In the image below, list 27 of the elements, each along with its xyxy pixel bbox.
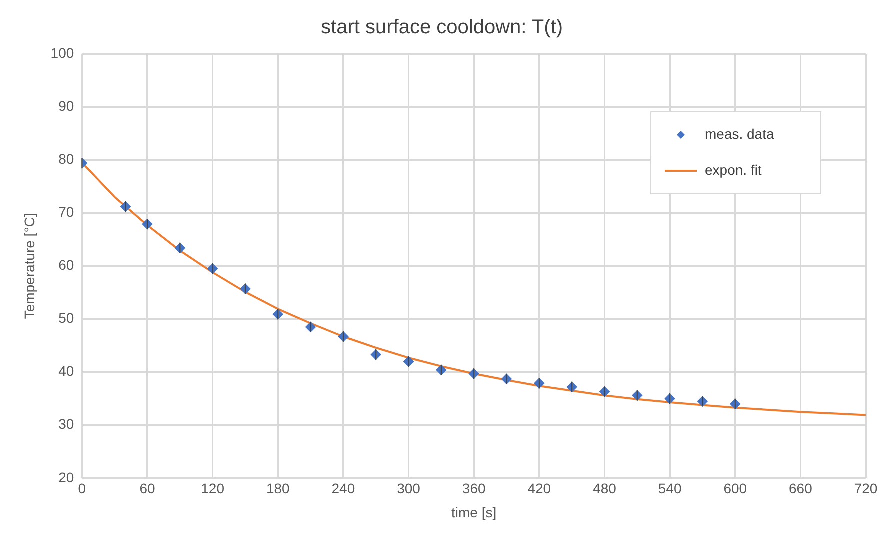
chart-title: start surface cooldown: T(t) bbox=[321, 16, 563, 39]
x-tick-label: 120 bbox=[201, 480, 225, 497]
y-tick-label: 70 bbox=[58, 204, 74, 220]
y-tick-label: 80 bbox=[58, 150, 74, 167]
y-axis-title: Temperature [°C] bbox=[21, 213, 38, 320]
x-tick-label: 60 bbox=[140, 480, 156, 497]
y-tick-label: 90 bbox=[58, 98, 74, 114]
x-tick-label: 300 bbox=[397, 480, 421, 497]
x-tick-label: 360 bbox=[462, 480, 486, 497]
x-tick-label: 600 bbox=[724, 480, 748, 497]
x-tick-label: 0 bbox=[78, 480, 86, 497]
x-tick-label: 540 bbox=[658, 480, 682, 497]
y-tick-label: 60 bbox=[58, 257, 74, 274]
x-axis-title: time [s] bbox=[452, 504, 497, 520]
x-tick-label: 180 bbox=[266, 480, 290, 497]
y-tick-label: 40 bbox=[58, 363, 74, 380]
y-tick-label: 50 bbox=[58, 310, 74, 326]
x-tick-label: 420 bbox=[528, 480, 552, 497]
y-tick-label: 30 bbox=[58, 416, 74, 432]
x-tick-label: 720 bbox=[854, 480, 878, 497]
legend-label: meas. data bbox=[705, 126, 774, 142]
x-tick-label: 480 bbox=[593, 480, 617, 497]
y-tick-label: 100 bbox=[50, 44, 74, 61]
x-tick-label: 240 bbox=[332, 480, 356, 497]
x-tick-label: 660 bbox=[789, 480, 813, 497]
y-tick-label: 20 bbox=[58, 469, 74, 486]
legend-label: expon. fit bbox=[705, 162, 762, 178]
